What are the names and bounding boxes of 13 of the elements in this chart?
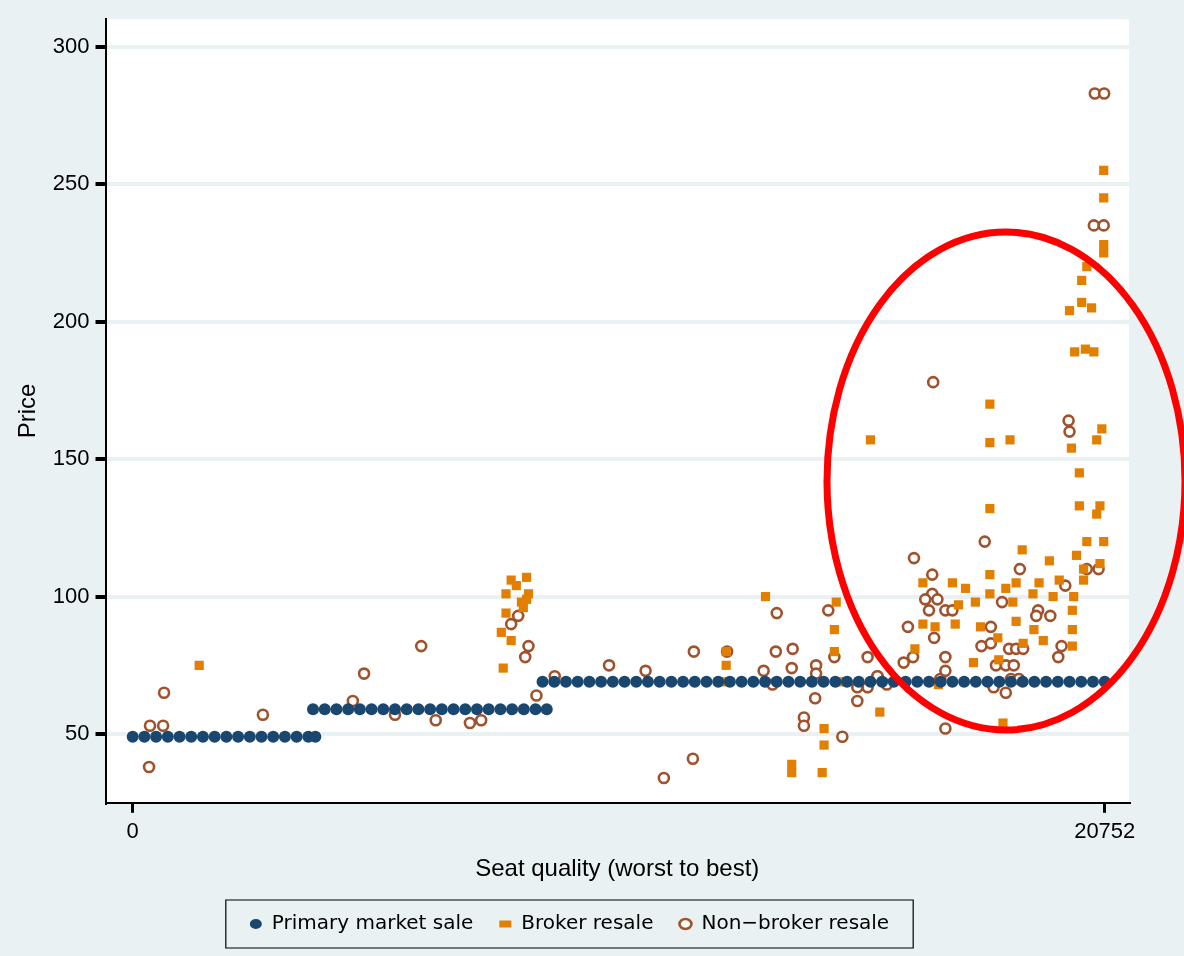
y-tick-label: 150 bbox=[52, 445, 90, 471]
x-tick-label: 20752 bbox=[1074, 818, 1136, 844]
legend-label: Broker resale bbox=[521, 910, 654, 935]
y-axis-title: Price bbox=[13, 383, 41, 439]
legend-label: Primary market sale bbox=[271, 910, 474, 935]
y-tick-label: 100 bbox=[52, 582, 90, 608]
legend-label: Non−broker resale bbox=[701, 910, 890, 935]
y-tick-label: 200 bbox=[52, 307, 90, 333]
y-tick-label: 300 bbox=[52, 32, 90, 58]
x-tick-label: 0 bbox=[126, 818, 139, 844]
y-tick-label: 250 bbox=[52, 170, 90, 196]
y-tick-label: 50 bbox=[65, 720, 90, 746]
x-axis-title: Seat quality (worst to best) bbox=[475, 854, 760, 882]
